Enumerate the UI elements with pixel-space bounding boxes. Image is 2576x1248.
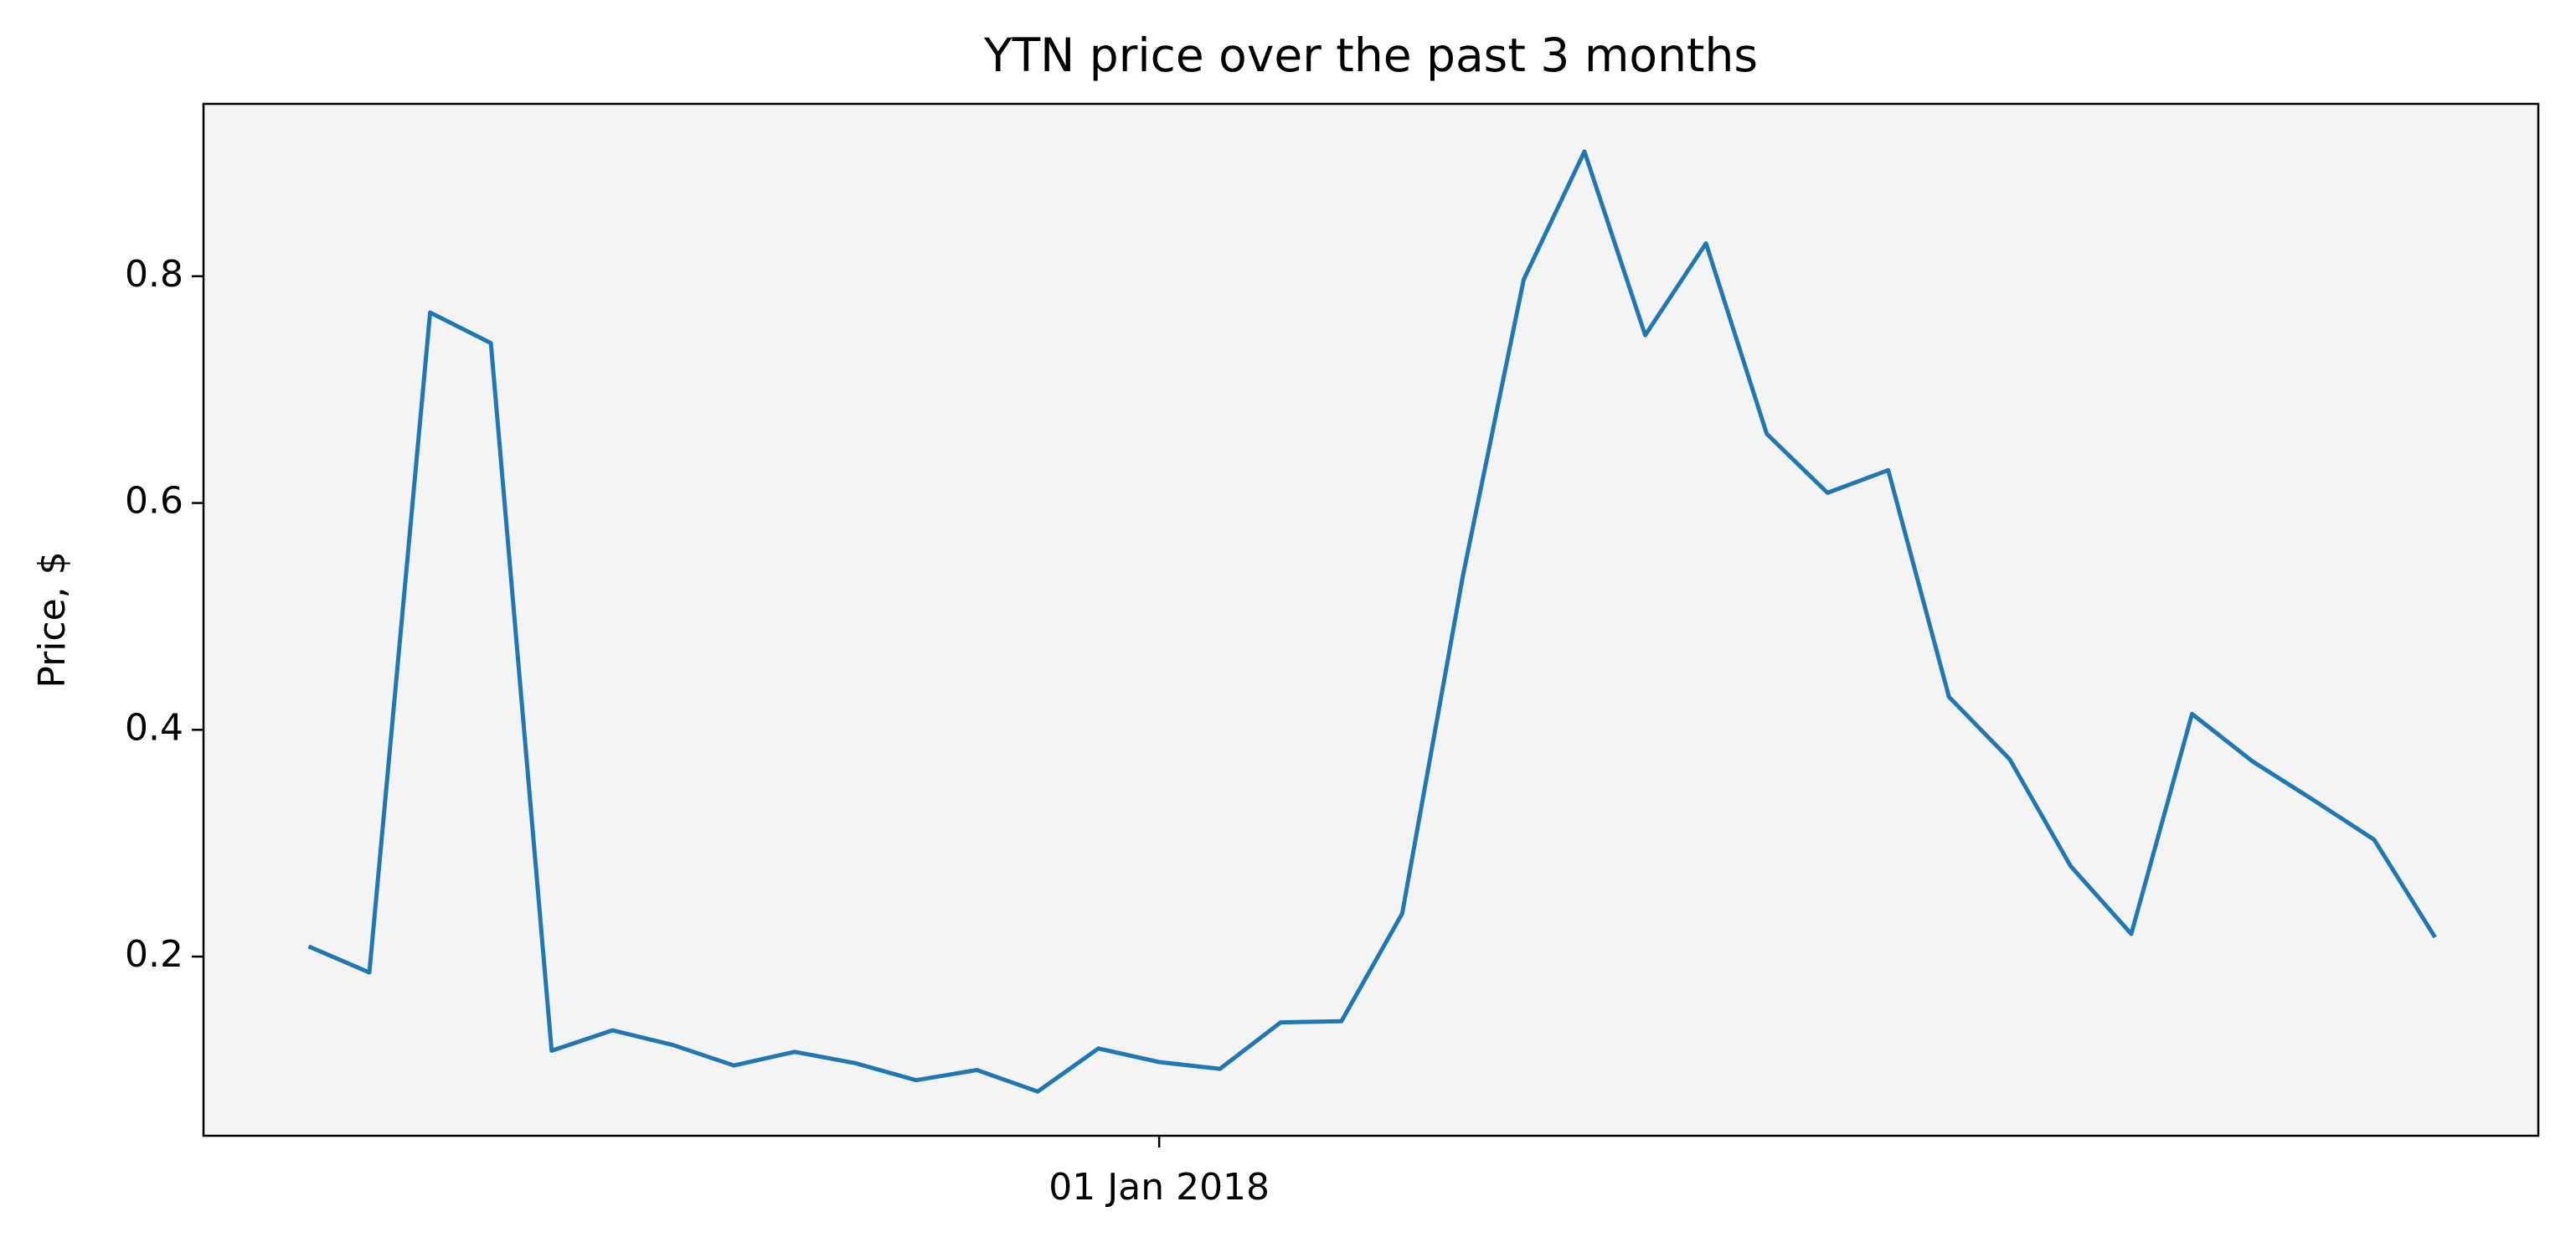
y-axis-label: Price, $ (31, 551, 74, 688)
y-tick-label: 0.2 (125, 933, 183, 976)
y-tick-label: 0.8 (125, 253, 183, 296)
plot-frame (202, 102, 2540, 1137)
price-line (307, 149, 2437, 1094)
plot-area (204, 104, 2538, 1136)
x-tick-label: 01 Jan 2018 (1048, 1166, 1270, 1209)
y-tick-label: 0.4 (125, 706, 183, 749)
chart-title: YTN price over the past 3 months (983, 28, 1758, 82)
y-tick-label: 0.6 (125, 480, 183, 523)
